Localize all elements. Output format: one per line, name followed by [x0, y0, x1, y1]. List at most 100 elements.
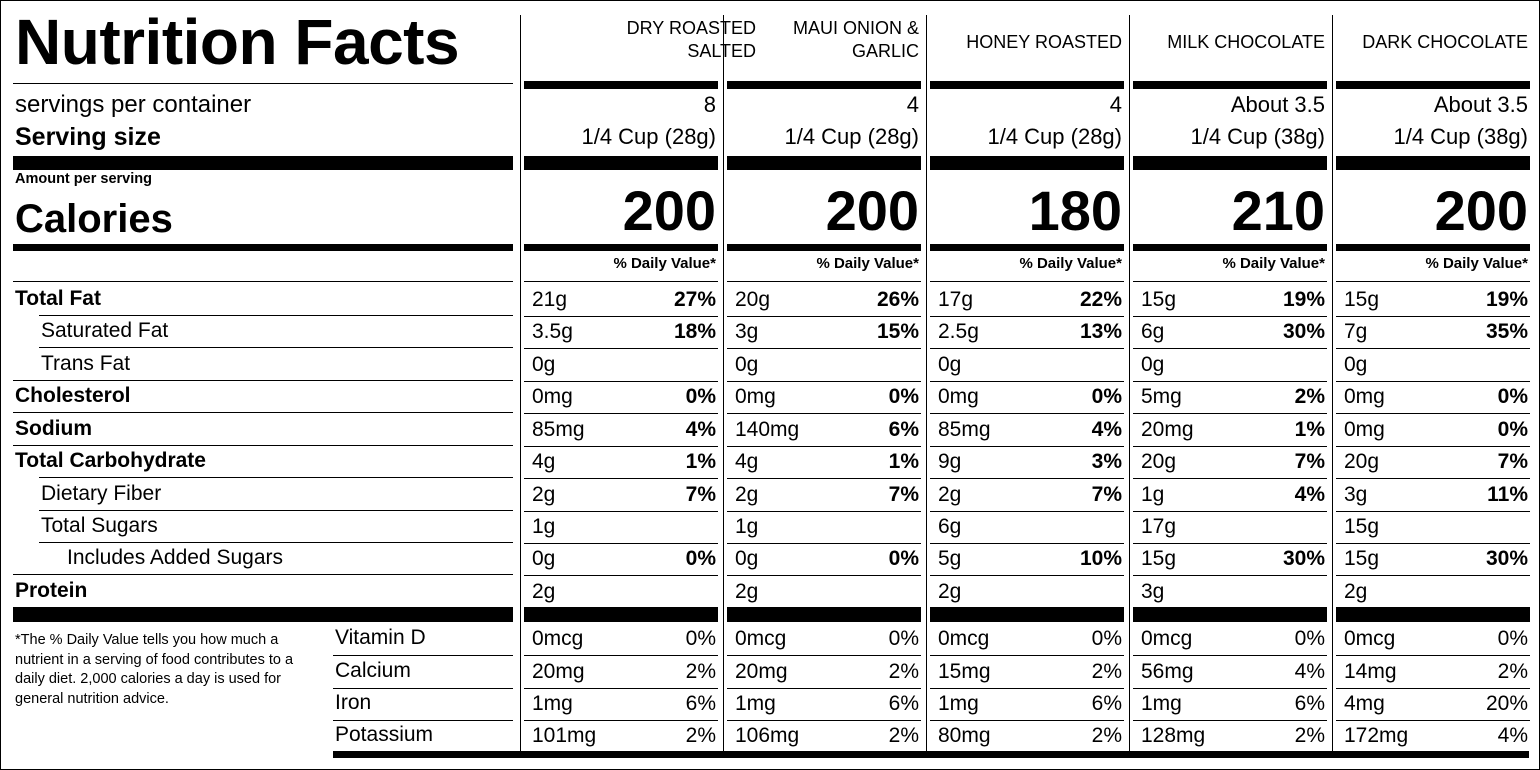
nutrient-amount: 2g: [1344, 580, 1368, 603]
servings-label: servings per container: [15, 91, 252, 118]
divider: [13, 83, 513, 84]
row-divider: [524, 316, 718, 317]
nutrient-percent: 19%: [1485, 288, 1528, 311]
nutrient-percent: 30%: [1282, 320, 1325, 343]
serving-size-label: Serving size: [15, 123, 161, 151]
page-title: Nutrition Facts: [15, 6, 460, 78]
nutrient-amount: 0g: [1141, 353, 1165, 376]
row-divider: [930, 381, 1124, 382]
micronutrient-percent: 0%: [1091, 627, 1122, 650]
nutrient-percent: 7%: [1294, 450, 1325, 473]
daily-value-header: % Daily Value*: [1425, 255, 1528, 272]
micronutrient-percent: 0%: [685, 627, 716, 650]
bottom-bar: [333, 751, 1529, 758]
row-divider: [930, 688, 1124, 689]
row-divider: [1336, 511, 1530, 512]
micronutrient-percent: 2%: [685, 724, 716, 747]
row-divider: [1133, 413, 1327, 414]
row-divider: [930, 316, 1124, 317]
micronutrient-percent: 2%: [1091, 660, 1122, 683]
nutrient-percent: 7%: [1091, 483, 1122, 506]
calories-value: 200: [825, 179, 919, 242]
nutrient-percent: 4%: [1091, 418, 1122, 441]
nutrient-percent: 10%: [1079, 547, 1122, 570]
row-divider: [13, 574, 513, 575]
daily-value-header: % Daily Value*: [816, 255, 919, 272]
medium-bar: [13, 244, 513, 251]
row-divider: [333, 655, 513, 656]
thick-bar: [1336, 81, 1530, 89]
serving-size-value: 1/4 Cup (28g): [987, 124, 1122, 149]
micronutrient-percent: 2%: [685, 660, 716, 683]
row-divider: [13, 281, 513, 282]
nutrient-amount: 17g: [938, 288, 974, 311]
row-divider: [930, 655, 1124, 656]
nutrient-amount: 85mg: [938, 418, 991, 441]
micronutrient-amount: 80mg: [938, 724, 991, 747]
micronutrient-label: Iron: [335, 691, 372, 714]
row-divider: [524, 720, 718, 721]
row-divider: [524, 688, 718, 689]
servings-value: 8: [703, 92, 716, 117]
row-divider: [1133, 511, 1327, 512]
row-divider: [524, 413, 718, 414]
nutrient-amount: 2g: [532, 580, 556, 603]
micronutrient-amount: 0mcg: [938, 627, 990, 650]
row-divider: [1336, 316, 1530, 317]
nutrient-amount: 2g: [735, 580, 759, 603]
row-divider: [1133, 478, 1327, 479]
row-divider: [1133, 348, 1327, 349]
row-divider: [1336, 720, 1530, 721]
row-divider: [333, 688, 513, 689]
nutrient-percent: 19%: [1282, 288, 1325, 311]
nutrient-percent: 6%: [888, 418, 919, 441]
row-divider: [727, 655, 921, 656]
nutrient-percent: 0%: [1091, 385, 1122, 408]
servings-value: About 3.5: [1230, 92, 1325, 117]
nutrient-label: Sodium: [15, 417, 92, 440]
nutrient-percent: 27%: [673, 288, 716, 311]
micronutrient-percent: 6%: [1091, 692, 1122, 715]
micronutrient-amount: 101mg: [532, 724, 597, 747]
column-separator: [1332, 15, 1333, 751]
calories-value: 180: [1028, 179, 1122, 242]
column-separator: [520, 15, 521, 751]
nutrient-percent: 0%: [888, 385, 919, 408]
nutrient-amount: 0mg: [938, 385, 979, 408]
row-divider: [524, 511, 718, 512]
nutrient-amount: 21g: [532, 288, 568, 311]
micronutrient-amount: 20mg: [532, 660, 585, 683]
micronutrient-percent: 2%: [1091, 724, 1122, 747]
nutrient-amount: 15g: [1141, 288, 1177, 311]
nutrient-percent: 1%: [685, 450, 716, 473]
thick-bar: [13, 156, 513, 170]
row-divider: [1336, 446, 1530, 447]
row-divider: [39, 542, 513, 543]
thick-bar: [930, 156, 1124, 170]
micronutrient-amount: 1mg: [532, 692, 573, 715]
nutrient-amount: 20g: [1141, 450, 1177, 473]
row-divider: [727, 720, 921, 721]
micronutrient-amount: 4mg: [1344, 692, 1385, 715]
row-divider: [1133, 575, 1327, 576]
nutrient-amount: 85mg: [532, 418, 585, 441]
nutrient-amount: 2.5g: [938, 320, 979, 343]
row-divider: [930, 575, 1124, 576]
row-divider: [524, 381, 718, 382]
row-divider: [524, 655, 718, 656]
row-divider: [727, 316, 921, 317]
thick-bar: [1336, 607, 1530, 622]
row-divider: [1336, 478, 1530, 479]
micronutrient-label: Vitamin D: [335, 626, 426, 649]
serving-size-value: 1/4 Cup (28g): [784, 124, 919, 149]
micronutrient-percent: 6%: [1294, 692, 1325, 715]
row-divider: [930, 281, 1124, 282]
row-divider: [1336, 348, 1530, 349]
nutrient-label: Dietary Fiber: [41, 482, 162, 505]
thick-bar: [930, 81, 1124, 89]
row-divider: [930, 446, 1124, 447]
thick-bar: [13, 607, 513, 622]
row-divider: [1133, 655, 1327, 656]
micronutrient-amount: 0mcg: [735, 627, 787, 650]
